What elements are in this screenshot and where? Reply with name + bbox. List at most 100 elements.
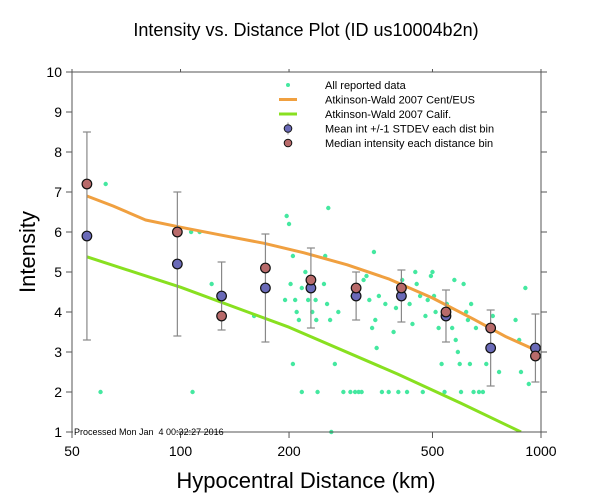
data-point xyxy=(396,389,401,395)
x-tick-label: 500 xyxy=(421,443,445,459)
x-tick-label: 1000 xyxy=(525,443,556,459)
data-point xyxy=(383,301,388,307)
data-point xyxy=(480,389,486,395)
data-point xyxy=(376,293,382,299)
data-point xyxy=(420,389,425,395)
y-tick-label: 4 xyxy=(54,304,62,320)
annotation-background xyxy=(73,426,176,437)
data-point xyxy=(299,389,305,395)
x-tick-label: 50 xyxy=(64,443,80,459)
median-marker xyxy=(171,226,183,238)
processed-timestamp: Processed Mon Jan 4 00:32:27 2016 xyxy=(74,427,224,437)
axis-ticks: 1 2 3 4 5 6 7 8 9 10 50 100 200 500 1000 xyxy=(46,64,556,459)
median-marker xyxy=(485,322,497,334)
data-point xyxy=(369,325,375,331)
data-point xyxy=(467,361,473,367)
legend-item: All reported data xyxy=(286,80,407,92)
data-point xyxy=(286,221,292,227)
plot-area xyxy=(81,131,541,435)
mean-marker xyxy=(485,342,497,354)
plot-frame xyxy=(71,71,542,433)
data-point xyxy=(341,389,346,395)
legend-item: Mean int +/-1 STDEV each dist bin xyxy=(283,122,494,136)
data-point xyxy=(463,309,469,315)
data-point xyxy=(484,361,489,367)
median-marker xyxy=(305,274,317,286)
data-point xyxy=(367,297,372,303)
legend-label: Median intensity each distance bin xyxy=(325,138,493,150)
data-point xyxy=(476,389,482,395)
model-curve-cent-eus xyxy=(86,194,537,352)
mean-marker xyxy=(171,258,183,270)
data-point xyxy=(98,389,103,395)
data-point xyxy=(348,389,353,395)
data-point xyxy=(374,345,379,351)
data-point xyxy=(296,317,302,323)
median-marker xyxy=(440,306,452,318)
legend-label: Mean int +/-1 STDEV each dist bin xyxy=(325,124,494,136)
data-point xyxy=(292,297,298,303)
data-point xyxy=(373,317,378,323)
data-point xyxy=(393,305,399,311)
data-point xyxy=(190,389,195,395)
data-point xyxy=(417,293,423,299)
data-point xyxy=(324,301,330,307)
data-point xyxy=(457,361,462,367)
data-point xyxy=(327,317,333,323)
data-point xyxy=(288,281,293,287)
data-point xyxy=(518,369,524,375)
legend-dot-icon xyxy=(286,83,290,87)
data-point xyxy=(461,281,466,287)
data-point xyxy=(414,281,419,287)
data-point xyxy=(314,317,319,323)
data-point xyxy=(410,321,415,327)
data-point xyxy=(490,313,495,319)
data-point xyxy=(526,381,531,387)
legend-label: All reported data xyxy=(325,80,407,92)
y-tick-label: 10 xyxy=(46,64,62,80)
data-point xyxy=(473,325,479,331)
data-point xyxy=(336,309,341,315)
data-point xyxy=(313,297,318,303)
chart-title: Intensity vs. Distance Plot (ID us10004b… xyxy=(133,20,478,40)
data-point xyxy=(496,369,502,375)
data-point xyxy=(453,337,458,343)
data-point xyxy=(404,389,410,395)
data-point xyxy=(455,349,461,355)
data-point xyxy=(513,317,518,323)
data-point xyxy=(423,313,428,319)
data-point xyxy=(303,269,308,275)
data-point xyxy=(371,249,377,255)
mean-marker xyxy=(260,282,271,294)
data-point xyxy=(458,389,464,395)
legend-label: Atkinson-Wald 2007 Calif. xyxy=(325,109,451,121)
data-point xyxy=(430,269,435,275)
data-point xyxy=(294,309,299,315)
median-marker xyxy=(260,262,271,274)
y-tick-label: 5 xyxy=(54,264,62,280)
legend-item: Atkinson-Wald 2007 Cent/EUS xyxy=(279,95,475,107)
data-point xyxy=(428,273,434,279)
mean-marker xyxy=(81,230,93,242)
legend-item: Atkinson-Wald 2007 Calif. xyxy=(279,109,451,121)
data-point xyxy=(321,281,327,287)
median-marker xyxy=(81,178,93,190)
data-point xyxy=(364,273,369,279)
data-point xyxy=(452,277,457,283)
x-axis-label: Hypocentral Distance (km) xyxy=(176,468,435,493)
legend-item: Median intensity each distance bin xyxy=(283,138,493,150)
data-point xyxy=(352,389,358,395)
data-point xyxy=(361,277,366,283)
data-point xyxy=(471,389,476,395)
x-tick-label: 200 xyxy=(277,443,301,459)
data-point xyxy=(468,301,474,307)
y-tick-label: 8 xyxy=(54,144,62,160)
data-point xyxy=(282,297,288,303)
data-point xyxy=(103,181,108,187)
median-marker xyxy=(396,282,407,294)
data-point xyxy=(465,317,471,323)
data-point xyxy=(209,281,214,287)
data-point xyxy=(315,389,320,395)
legend-label: Atkinson-Wald 2007 Cent/EUS xyxy=(325,95,475,107)
